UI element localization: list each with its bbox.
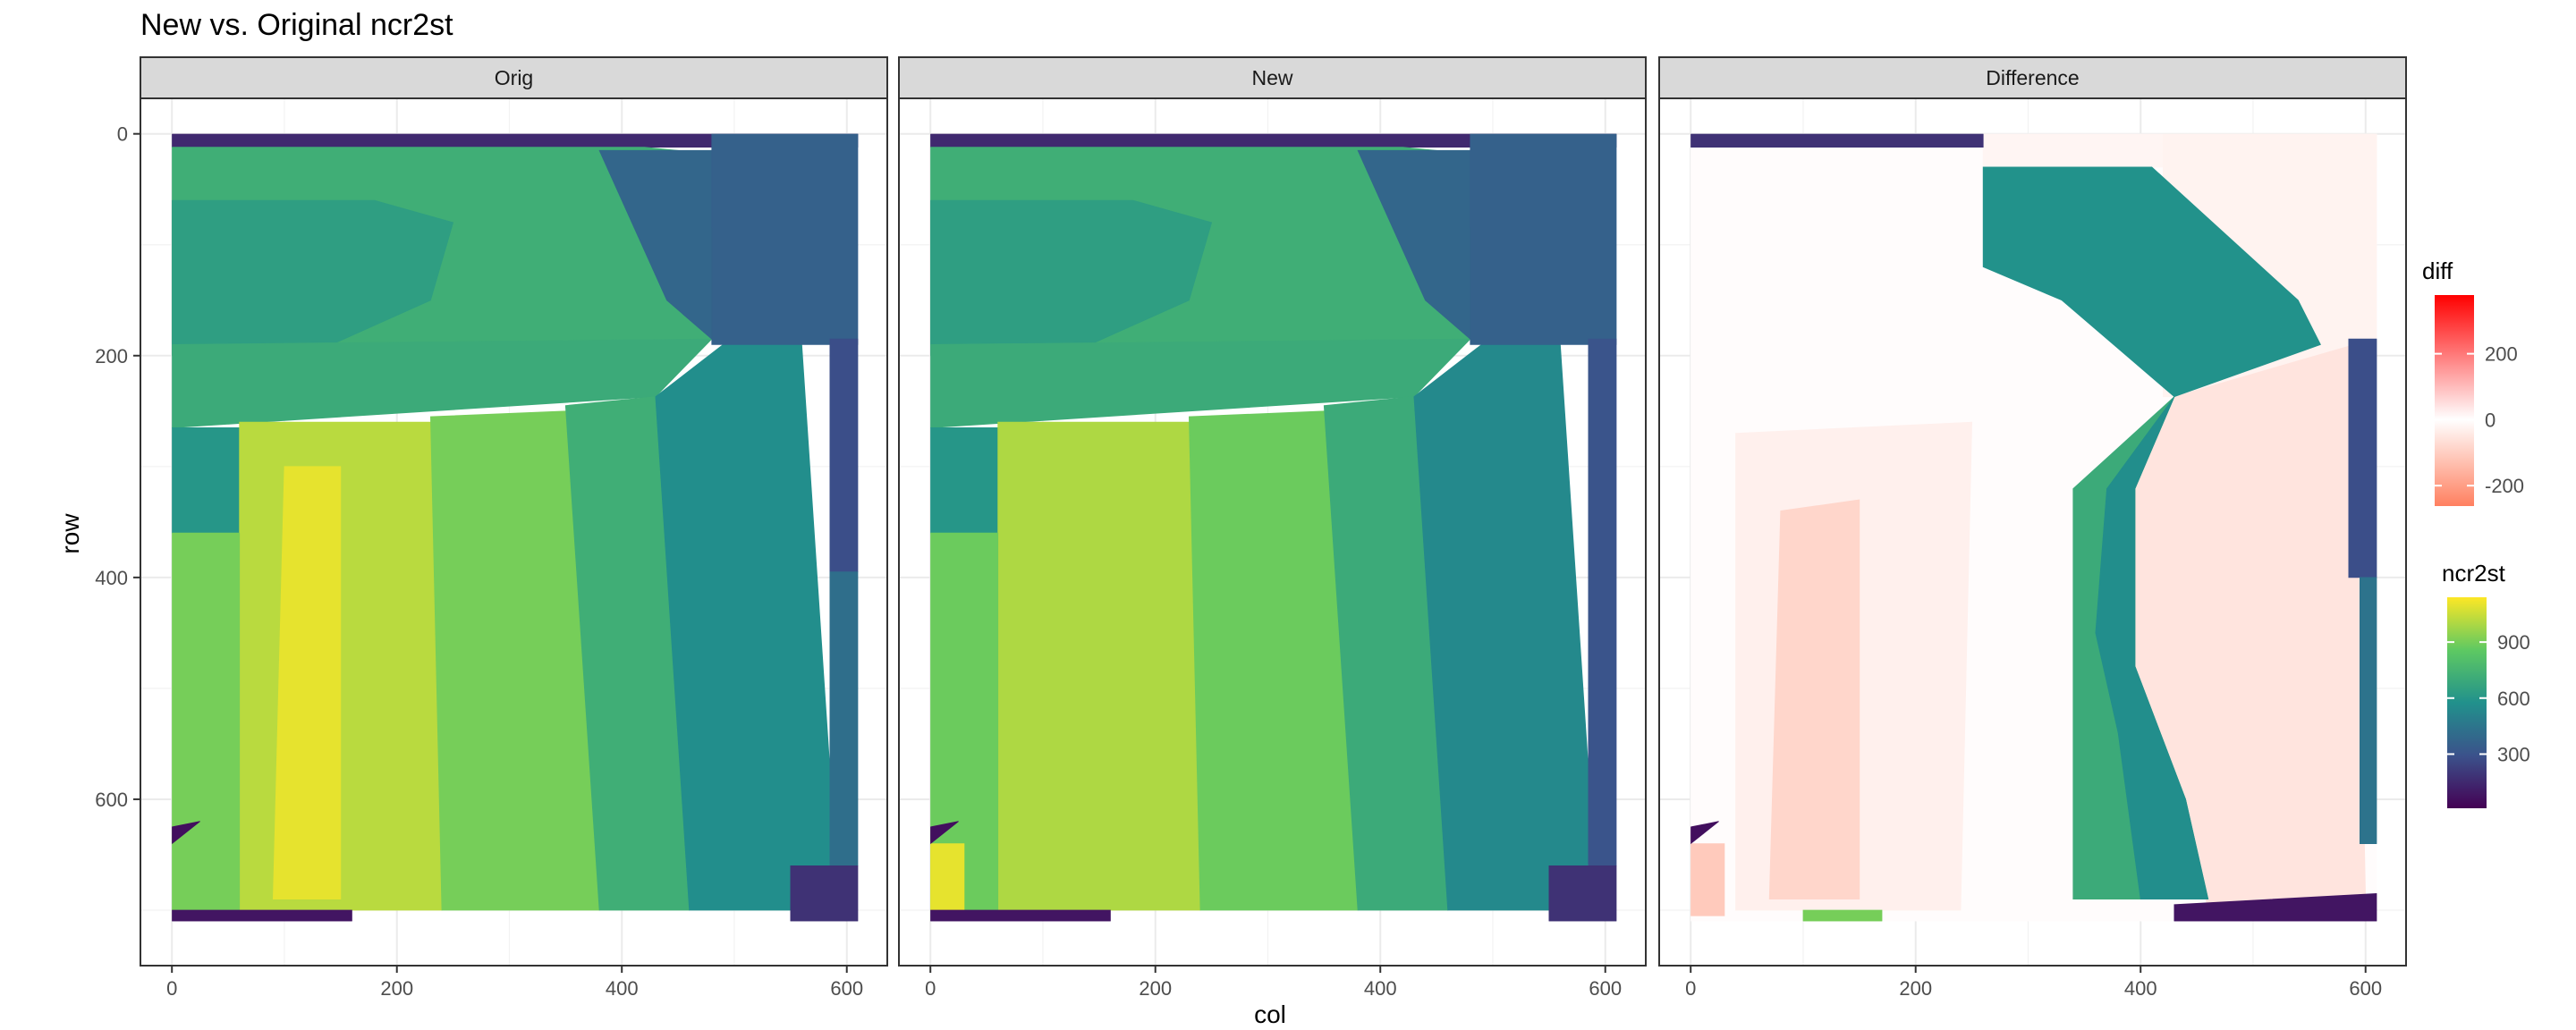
legend-tick-label: 900 <box>2497 631 2530 654</box>
heatmap-region <box>829 571 859 866</box>
heatmap-region <box>1690 133 1984 148</box>
x-tick-label: 0 <box>925 977 936 1000</box>
x-tick-label: 200 <box>1899 977 1932 1000</box>
x-tick-label: 200 <box>380 977 413 1000</box>
diff-legend-ticks: 200 0 -200 <box>2435 343 2524 497</box>
heatmap-region <box>2174 892 2377 922</box>
heatmap-tiles <box>1690 133 2377 922</box>
legend-tick-label: 0 <box>2485 409 2496 431</box>
heatmap-region <box>1690 821 1719 845</box>
heatmap-region <box>2348 338 2377 578</box>
y-axis-label: row <box>56 513 84 554</box>
facet-strip-label: New <box>1251 66 1292 89</box>
diff-colorbar <box>2435 295 2474 506</box>
heatmap-region <box>1690 843 1725 916</box>
facet-strip <box>140 56 888 99</box>
heatmap-region <box>930 426 999 534</box>
x-tick-label: 200 <box>1139 977 1172 1000</box>
x-tick-label: 600 <box>830 977 863 1000</box>
y-tick-label: 200 <box>95 345 128 367</box>
heatmap-region <box>930 909 1111 922</box>
heatmap-region <box>172 909 352 922</box>
legend-tick-label: -200 <box>2485 475 2524 497</box>
heatmap-region <box>2359 577 2377 844</box>
facet-strip <box>1658 56 2407 99</box>
heatmap-region <box>172 821 200 845</box>
heatmap-region <box>1548 865 1617 922</box>
heatmap-region <box>1588 338 1617 866</box>
heatmap-region <box>172 426 241 534</box>
x-tick-label: 0 <box>1685 977 1696 1000</box>
diff-legend: diff 200 0 -200 <box>2422 258 2524 506</box>
ncr2st-legend-title: ncr2st <box>2442 560 2506 587</box>
x-tick-label: 400 <box>606 977 639 1000</box>
ncr2st-legend-ticks: 900 600 300 <box>2447 631 2530 765</box>
ncr2st-colorbar <box>2447 597 2487 808</box>
heatmap-region <box>997 421 1201 911</box>
heatmap-region <box>272 466 342 899</box>
y-tick-label: 0 <box>117 123 128 146</box>
heatmap-region <box>1802 909 1883 922</box>
heatmap-tiles <box>172 133 859 922</box>
panel-orig: Orig 0 200 400 600 0 200 400 600 <box>95 56 888 1000</box>
diff-legend-title: diff <box>2422 258 2453 284</box>
heatmap-tiles <box>930 133 1617 922</box>
heatmap-region <box>790 865 859 922</box>
facet-strip <box>898 56 1647 99</box>
x-axis-label: col <box>1254 1000 1286 1028</box>
x-tick-label: 600 <box>2349 977 2382 1000</box>
panel-new: New 0 200 400 600 <box>898 56 1647 1000</box>
legend-tick-label: 200 <box>2485 343 2518 366</box>
facet-strip-label: Difference <box>1986 66 2079 89</box>
heatmap-region <box>2095 396 2209 899</box>
heatmap-region <box>1470 133 1617 345</box>
heatmap-region <box>930 843 965 911</box>
x-tick-label: 600 <box>1589 977 1622 1000</box>
ncr2st-legend: ncr2st 900 600 300 <box>2442 560 2530 808</box>
y-tick-label: 400 <box>95 567 128 589</box>
x-tick-label: 400 <box>1364 977 1397 1000</box>
heatmap-region <box>1982 166 2321 398</box>
y-tick-label: 600 <box>95 789 128 811</box>
panel-difference: Difference 0 200 400 600 <box>1658 56 2407 1000</box>
heatmap-region <box>930 821 959 845</box>
heatmap-region <box>172 532 241 911</box>
heatmap-region <box>930 199 1213 357</box>
heatmap-region <box>172 199 454 357</box>
legend-tick-label: 600 <box>2497 688 2530 710</box>
heatmap-region <box>711 133 859 345</box>
x-tick-label: 0 <box>166 977 177 1000</box>
legend-tick-label: 300 <box>2497 743 2530 765</box>
heatmap-region <box>829 338 859 573</box>
facet-strip-label: Orig <box>495 66 533 89</box>
heatmap-region <box>1768 499 1860 899</box>
x-tick-label: 400 <box>2124 977 2157 1000</box>
chart-title: New vs. Original ncr2st <box>140 8 453 42</box>
